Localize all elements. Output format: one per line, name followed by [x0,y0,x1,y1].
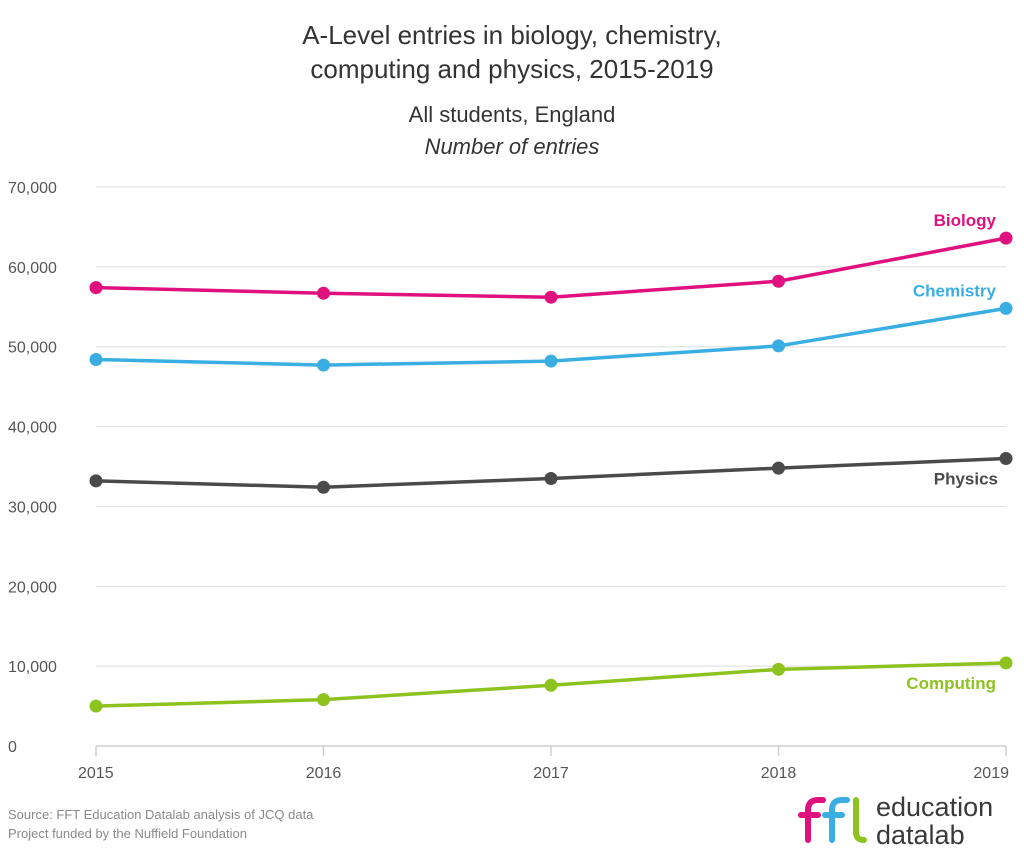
x-tick-label: 2015 [78,765,114,782]
x-tick-label: 2017 [533,765,569,782]
chemistry-data-point [544,354,558,368]
y-tick-label: 40,000 [8,420,57,437]
biology-data-point [999,231,1013,245]
logo-text-datalab: datalab [876,820,965,850]
physics-data-point [544,471,558,485]
logo-text-education: education [876,792,993,822]
chemistry-data-point [317,358,330,372]
x-tick-label: 2016 [306,765,342,782]
chart-title-line-2: computing and physics, 2015-2019 [310,54,713,84]
computing-data-point [999,656,1013,670]
y-tick-label: 60,000 [8,260,57,277]
chemistry-data-point [772,339,785,353]
chemistry-data-point [999,301,1013,315]
biology-series-line [94,236,1008,299]
datalab-logo: education datalab [798,792,993,850]
chart-title-line-1: A-Level entries in biology, chemistry, [302,20,722,50]
y-tick-label: 50,000 [8,340,57,357]
x-tick-label: 2019 [973,765,1009,782]
y-axis-label: Number of entries [425,134,600,159]
biology-data-point [89,281,103,295]
computing-series-label: Computing [906,674,996,693]
biology-data-point [772,274,785,288]
chemistry-series-label: Chemistry [913,281,997,300]
biology-data-point [317,286,330,300]
y-tick-label: 70,000 [8,180,57,197]
computing-data-point [317,693,330,707]
x-tick-label: 2018 [761,765,797,782]
chemistry-data-point [89,352,103,366]
y-tick-label: 0 [8,739,17,756]
biology-data-point [544,290,558,304]
physics-data-point [772,461,785,475]
physics-data-point [89,474,103,488]
gridlines [96,186,1006,667]
biology-series-label: Biology [934,211,997,230]
chart-subtitle: All students, England [409,102,616,127]
y-tick-label: 10,000 [8,659,57,676]
computing-data-point [772,662,785,676]
y-tick-label: 30,000 [8,499,57,516]
funding-note: Project funded by the Nuffield Foundatio… [8,826,247,841]
y-tick-label: 20,000 [8,579,57,596]
physics-data-point [999,452,1013,466]
series-labels: Biology Chemistry Physics Computing [906,211,998,693]
axes: 0 10,000 20,000 30,000 40,000 50,000 60,000 70,… [8,180,1009,782]
physics-data-point [317,480,330,494]
computing-data-point [544,678,558,692]
physics-series-label: Physics [934,470,998,489]
source-note: Source: FFT Education Datalab analysis o… [8,807,314,822]
logo-mark [798,797,867,843]
computing-data-point [89,699,103,713]
series-lines [89,231,1013,713]
